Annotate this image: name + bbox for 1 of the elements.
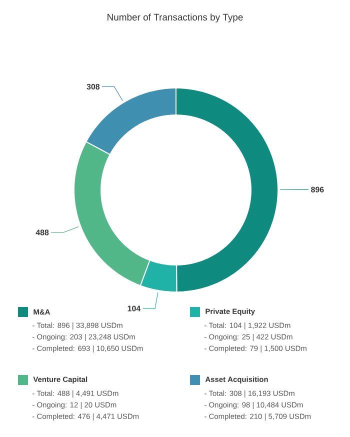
chart-title: Number of Transactions by Type: [108, 14, 243, 22]
